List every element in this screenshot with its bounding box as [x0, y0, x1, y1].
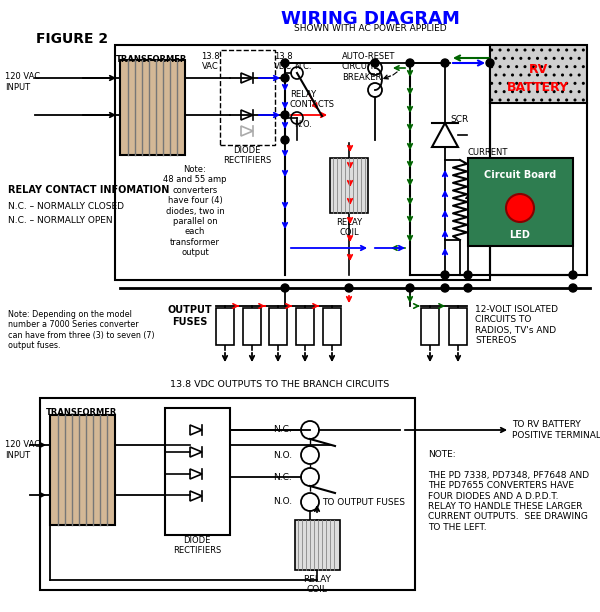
Bar	[120, 60, 185, 155]
Circle shape	[441, 284, 449, 292]
Text: 120 VAC
INPUT: 120 VAC INPUT	[5, 72, 40, 92]
Circle shape	[406, 59, 414, 67]
Bar	[295, 520, 340, 570]
Text: 120 VAC
INPUT: 120 VAC INPUT	[5, 440, 40, 460]
Circle shape	[569, 284, 577, 292]
Circle shape	[345, 284, 353, 292]
Bar	[50, 415, 115, 525]
Text: WIRING DIAGRAM: WIRING DIAGRAM	[281, 10, 460, 28]
Text: LED: LED	[509, 230, 530, 240]
Text: RELAY
COIL: RELAY COIL	[336, 218, 362, 237]
Text: 12-VOLT ISOLATED
CIRCUITS TO
RADIOS, TV's AND
STEREOS: 12-VOLT ISOLATED CIRCUITS TO RADIOS, TV'…	[475, 305, 558, 345]
Bar	[220, 50, 275, 145]
Text: 13.8
VAC: 13.8 VAC	[200, 52, 220, 72]
Text: SHOWN WITH AC POWER APPLIED: SHOWN WITH AC POWER APPLIED	[293, 24, 446, 33]
Bar	[421, 308, 439, 345]
Circle shape	[486, 59, 494, 67]
Circle shape	[441, 271, 449, 279]
Circle shape	[281, 284, 289, 292]
Text: 13.8 VDC OUTPUTS TO THE BRANCH CIRCUITS: 13.8 VDC OUTPUTS TO THE BRANCH CIRCUITS	[170, 380, 389, 389]
Circle shape	[506, 194, 534, 222]
Text: N.C.: N.C.	[273, 425, 292, 435]
Text: N.C.: N.C.	[273, 472, 292, 482]
Bar	[330, 158, 368, 213]
Text: N.O.: N.O.	[273, 498, 292, 507]
Circle shape	[281, 59, 289, 67]
Text: TO RV BATTERY
POSITIVE TERMINAL: TO RV BATTERY POSITIVE TERMINAL	[512, 420, 600, 439]
Bar	[269, 308, 287, 345]
Text: N.O.: N.O.	[273, 450, 292, 460]
Text: N.C.: N.C.	[294, 62, 311, 71]
Text: DIODE
RECTIFIERS: DIODE RECTIFIERS	[223, 146, 271, 165]
Text: RELAY
COIL: RELAY COIL	[303, 575, 331, 594]
Bar	[490, 45, 587, 103]
Bar	[323, 308, 341, 345]
Circle shape	[281, 74, 289, 82]
Circle shape	[281, 111, 289, 119]
Text: N.C. – NORMALLY CLOSED: N.C. – NORMALLY CLOSED	[8, 202, 124, 211]
Text: Note: Depending on the model
number a 7000 Series converter
can have from three : Note: Depending on the model number a 70…	[8, 310, 155, 350]
Text: Circuit Board: Circuit Board	[484, 170, 556, 180]
Bar	[40, 398, 415, 590]
Text: Note:
48 and 55 amp
converters
have four (4)
diodes, two in
parallel on
each
tra: Note: 48 and 55 amp converters have four…	[163, 165, 227, 257]
Circle shape	[441, 59, 449, 67]
Text: CURRENT
LIMITING
RESISTOR: CURRENT LIMITING RESISTOR	[468, 148, 509, 178]
Text: N.C. – NORMALLY OPEN: N.C. – NORMALLY OPEN	[8, 216, 113, 225]
Text: 13.8
VDC: 13.8 VDC	[274, 52, 292, 72]
Circle shape	[464, 271, 472, 279]
Text: N.O.: N.O.	[294, 120, 312, 129]
Text: NOTE:

THE PD 7338, PD7348, PF7648 AND
THE PD7655 CONVERTERS HAVE
FOUR DIODES AN: NOTE: THE PD 7338, PD7348, PF7648 AND TH…	[428, 450, 589, 532]
Text: TO OUTPUT FUSES: TO OUTPUT FUSES	[322, 498, 405, 507]
Circle shape	[281, 136, 289, 144]
Text: DIODE
RECTIFIERS: DIODE RECTIFIERS	[173, 536, 221, 556]
Text: RV: RV	[529, 63, 548, 76]
Text: FIGURE 2: FIGURE 2	[36, 32, 108, 46]
Circle shape	[406, 284, 414, 292]
Text: TRANSFORMER: TRANSFORMER	[116, 55, 188, 64]
Text: BATTERY: BATTERY	[507, 81, 569, 94]
Text: TRANSFORMER: TRANSFORMER	[46, 408, 118, 417]
Circle shape	[371, 59, 379, 67]
Bar	[165, 408, 230, 535]
Text: RELAY CONTACT INFOMATION: RELAY CONTACT INFOMATION	[8, 185, 169, 195]
Bar	[296, 308, 314, 345]
Bar	[216, 308, 234, 345]
Text: SCR: SCR	[450, 115, 468, 124]
Bar	[449, 308, 467, 345]
Text: AUTO-RESET
CIRCUIT
BREAKER: AUTO-RESET CIRCUIT BREAKER	[342, 52, 395, 82]
Text: OUTPUT
FUSES: OUTPUT FUSES	[167, 305, 212, 327]
Bar	[115, 45, 490, 280]
Circle shape	[464, 284, 472, 292]
Text: RELAY
CONTACTS: RELAY CONTACTS	[290, 90, 335, 110]
Bar	[468, 158, 573, 246]
Bar	[243, 308, 261, 345]
Circle shape	[569, 271, 577, 279]
